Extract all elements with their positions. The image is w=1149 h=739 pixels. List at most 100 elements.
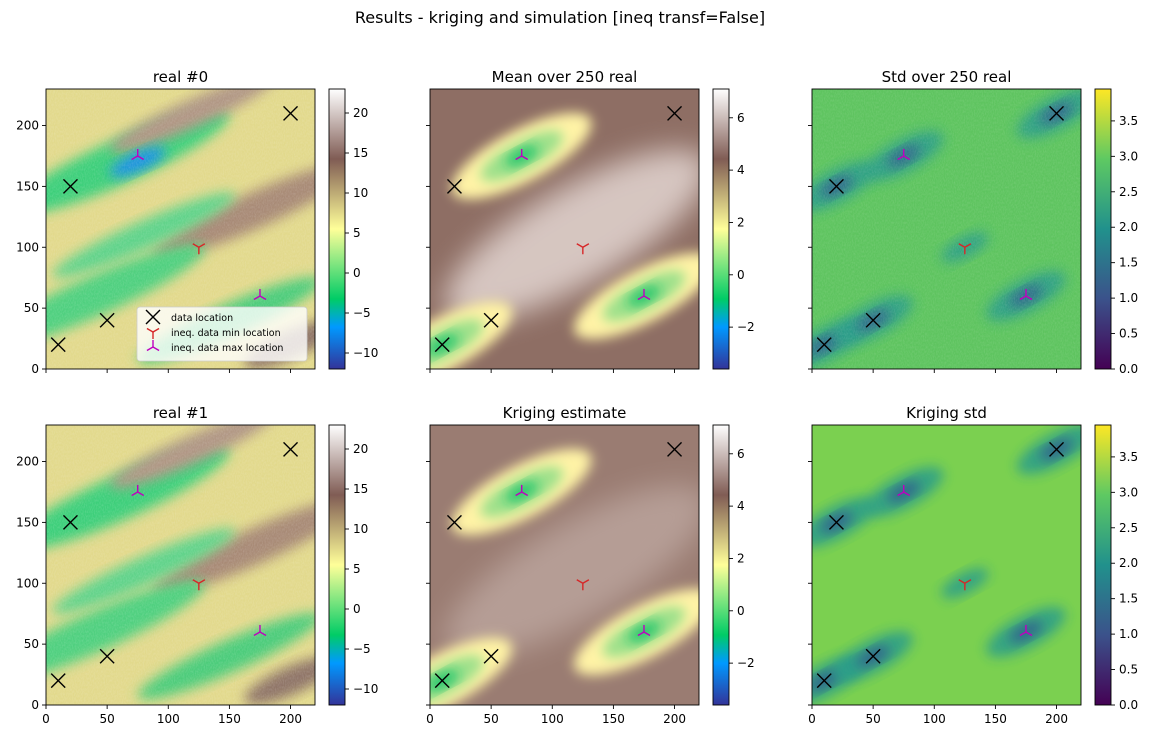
ineq-max-stroke	[897, 491, 905, 497]
ineq-max-stroke	[1019, 631, 1027, 637]
y-tick-label: 150	[16, 179, 39, 193]
data-location-stroke	[816, 337, 832, 353]
colorbar	[1094, 88, 1112, 370]
data-location-marker	[865, 312, 881, 328]
subplot-title: Kriging estimate	[503, 404, 627, 422]
ineq-max-marker	[637, 624, 651, 637]
colorbar-tick-label: 0.0	[1119, 698, 1138, 712]
legend-entry-label: ineq. data min location	[171, 328, 281, 339]
x-tick-label: 0	[808, 712, 816, 726]
data-location-stroke	[434, 673, 450, 689]
ineq-min-stroke	[192, 579, 200, 584]
ineq-max-stroke	[643, 295, 651, 301]
colorbar	[712, 424, 730, 706]
colorbar-tick-label: 3.5	[1119, 450, 1138, 464]
data-location-marker	[483, 648, 499, 664]
x-tick-label: 0	[42, 712, 50, 726]
ineq-max-stroke	[152, 346, 160, 352]
axes-frame	[429, 424, 700, 706]
subplot-2: Std over 250 real 0.0 0.5 1.0 1.5 2.0 2.5 3.0 3.…	[808, 68, 1138, 376]
data-location-marker	[1049, 441, 1065, 457]
x-tick-label: 100	[157, 712, 180, 726]
data-location-stroke	[667, 105, 683, 121]
colorbar-tick-label: 15	[353, 482, 368, 496]
ineq-max-stroke	[146, 346, 154, 352]
y-tick-label: 50	[24, 301, 39, 315]
data-location-stroke	[865, 312, 881, 328]
colorbar-tick-label: 5	[353, 226, 361, 240]
colorbar-tick-label: 0	[737, 604, 745, 618]
axes-frame	[45, 88, 316, 370]
data-location-marker	[145, 309, 161, 325]
colorbar-tick-label: 1.5	[1119, 592, 1138, 606]
legend-entry-label: data location	[171, 313, 233, 324]
axes-frame	[811, 424, 1082, 706]
ineq-max-stroke	[1019, 295, 1027, 301]
ineq-min-stroke	[576, 579, 584, 584]
ineq-max-stroke	[903, 155, 911, 161]
ineq-max-marker	[897, 484, 911, 497]
ineq-max-stroke	[131, 491, 139, 497]
data-location-stroke	[1049, 105, 1065, 121]
data-location-stroke	[99, 648, 115, 664]
x-tick-label: 100	[923, 712, 946, 726]
colorbar-tick-label: 1.0	[1119, 627, 1138, 641]
y-tick-label: 150	[16, 515, 39, 529]
ineq-max-marker	[253, 624, 267, 637]
ineq-max-marker	[515, 484, 529, 497]
x-tick-label: 150	[602, 712, 625, 726]
ineq-max-stroke	[137, 491, 145, 497]
ineq-min-marker	[958, 243, 972, 255]
field-layer	[46, 425, 315, 705]
ineq-max-stroke	[253, 295, 261, 301]
figure-suptitle: Results - kriging and simulation [ineq t…	[355, 8, 765, 27]
data-location-stroke	[62, 178, 78, 194]
ineq-max-stroke	[137, 155, 145, 161]
y-tick-label: 100	[16, 576, 39, 590]
x-tick-label: 100	[541, 712, 564, 726]
axes-frame	[811, 88, 1082, 370]
field-layer	[812, 425, 1081, 705]
ineq-max-stroke	[515, 155, 523, 161]
subplot-title: real #0	[153, 68, 208, 86]
colorbar-tick-label: 2	[737, 215, 745, 229]
x-tick-label: 200	[1045, 712, 1068, 726]
subplot-title: Kriging std	[906, 404, 987, 422]
y-tick-label: 0	[31, 698, 39, 712]
colorbar-tick-label: 1.5	[1119, 256, 1138, 270]
x-tick-label: 50	[865, 712, 880, 726]
data-location-stroke	[62, 514, 78, 530]
colorbar-tick-label: 3.0	[1119, 485, 1138, 499]
data-location-stroke	[50, 337, 66, 353]
colorbar-tick-label: 3.5	[1119, 114, 1138, 128]
colorbar	[328, 88, 346, 370]
legend-entry-label: ineq. data max location	[171, 343, 283, 354]
data-location-marker	[828, 514, 844, 530]
colorbar-tick-label: 20	[353, 106, 368, 120]
data-location-marker	[283, 441, 299, 457]
colorbar-tick-label: −5	[353, 642, 371, 656]
data-location-marker	[865, 648, 881, 664]
data-location-stroke	[434, 337, 450, 353]
data-location-marker	[62, 178, 78, 194]
subplot-3: real #1 0 50 100 150 200 0 50 100 150 200 −10 −5 0 5 10…	[16, 404, 378, 726]
data-location-stroke	[828, 178, 844, 194]
colorbar-tick-label: 20	[353, 442, 368, 456]
data-location-marker	[50, 337, 66, 353]
data-location-stroke	[483, 648, 499, 664]
ineq-min-marker	[146, 327, 160, 339]
ineq-min-stroke	[576, 243, 584, 248]
colorbar-tick-label: 0	[353, 602, 361, 616]
ineq-min-stroke	[152, 327, 160, 333]
colorbar-tick-label: 0.5	[1119, 663, 1138, 677]
colorbar-tick-label: 4	[737, 499, 745, 513]
colorbar-tick-label: 10	[353, 186, 368, 200]
data-location-marker	[667, 105, 683, 121]
colorbar-tick-label: 4	[737, 163, 745, 177]
colorbar	[1094, 424, 1112, 706]
colorbar-tick-label: −5	[353, 306, 371, 320]
data-location-stroke	[865, 648, 881, 664]
subplot-4: Kriging estimate 0 50 100 150 200 −2 0 2 4 6	[426, 404, 755, 726]
axes-frame	[45, 424, 316, 706]
ineq-max-marker	[637, 288, 651, 301]
